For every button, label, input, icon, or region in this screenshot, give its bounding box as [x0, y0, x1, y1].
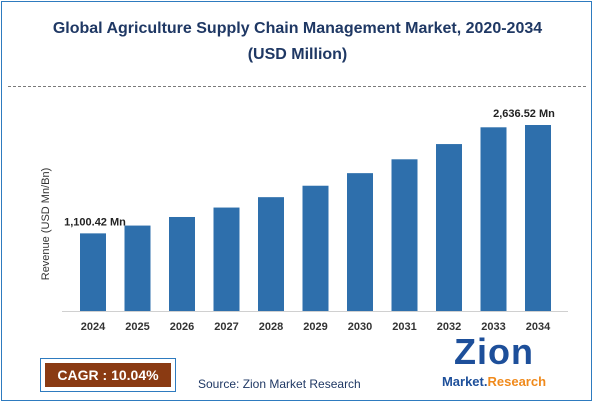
bar-2033 [480, 127, 507, 311]
divider-line [8, 86, 586, 87]
x-tick-label: 2029 [303, 321, 327, 333]
data-label: 1,100.42 Mn [64, 216, 126, 228]
logo-subtitle: Market.Research [432, 374, 556, 390]
bar-2027 [213, 207, 240, 311]
x-tick-label: 2032 [437, 321, 461, 333]
bar-2030 [347, 173, 373, 311]
zion-logo: Zion Market.Research [432, 332, 556, 394]
bar-2029 [302, 185, 329, 311]
bar-2032 [436, 144, 462, 311]
bar-2031 [391, 159, 418, 311]
y-axis-label: Revenue (USD Mn/Bn) [40, 167, 52, 281]
bar-2025 [124, 225, 151, 311]
cagr-label: CAGR : 10.04% [45, 363, 171, 387]
bar-2026 [169, 216, 195, 311]
logo-market: Market. [441, 374, 488, 389]
x-tick-label: 2034 [526, 321, 551, 333]
x-tick-label: 2025 [125, 321, 149, 333]
x-tick-label: 2033 [481, 321, 505, 333]
x-tick-label: 2027 [214, 321, 238, 333]
bar-2034 [525, 125, 551, 311]
bar-2024 [80, 233, 106, 311]
source-text: Source: Zion Market Research [198, 377, 361, 391]
cagr-box: CAGR : 10.04% [40, 358, 176, 392]
x-tick-label: 2028 [259, 321, 283, 333]
data-label: 2,636.52 Mn [493, 108, 555, 120]
x-tick-label: 2031 [392, 321, 416, 333]
logo-wordmark: Zion [454, 331, 534, 372]
x-tick-label: 2030 [348, 321, 372, 333]
bar-2028 [258, 197, 284, 311]
x-tick-label: 2024 [81, 321, 106, 333]
chart-title: Global Agriculture Supply Chain Manageme… [52, 20, 543, 63]
logo-research: Research [487, 374, 547, 389]
x-tick-label: 2026 [170, 321, 194, 333]
